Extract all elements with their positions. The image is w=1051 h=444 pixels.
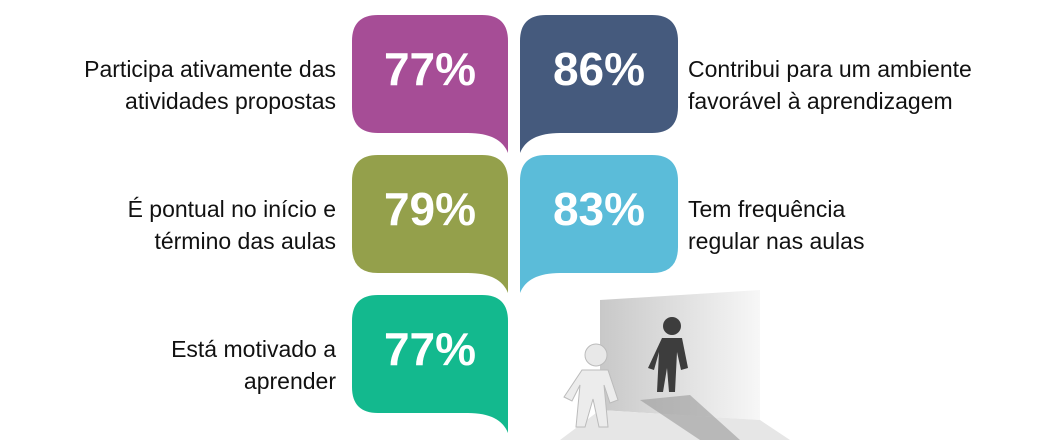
item-label: É pontual no início e <box>128 196 336 222</box>
item-label: aprender <box>244 368 336 394</box>
speech-bubble <box>352 155 508 293</box>
item-label: término das aulas <box>154 228 336 254</box>
item-label: Tem frequência <box>688 196 845 222</box>
percentage: 83% <box>553 183 645 235</box>
item-label: regular nas aulas <box>688 228 864 254</box>
speech-bubble <box>520 15 678 153</box>
item-label: Está motivado a <box>171 336 336 362</box>
percentage: 77% <box>384 323 476 375</box>
percentage: 79% <box>384 183 476 235</box>
item-label: favorável à aprendizagem <box>688 88 953 114</box>
item-label: Participa ativamente das <box>84 56 336 82</box>
speech-bubble <box>352 295 508 433</box>
speech-bubble <box>352 15 508 153</box>
illustration <box>560 290 790 440</box>
percentage: 77% <box>384 43 476 95</box>
item-label: atividades propostas <box>125 88 336 114</box>
percentage: 86% <box>553 43 645 95</box>
speech-bubble <box>520 155 678 293</box>
item-label: Contribui para um ambiente <box>688 56 972 82</box>
